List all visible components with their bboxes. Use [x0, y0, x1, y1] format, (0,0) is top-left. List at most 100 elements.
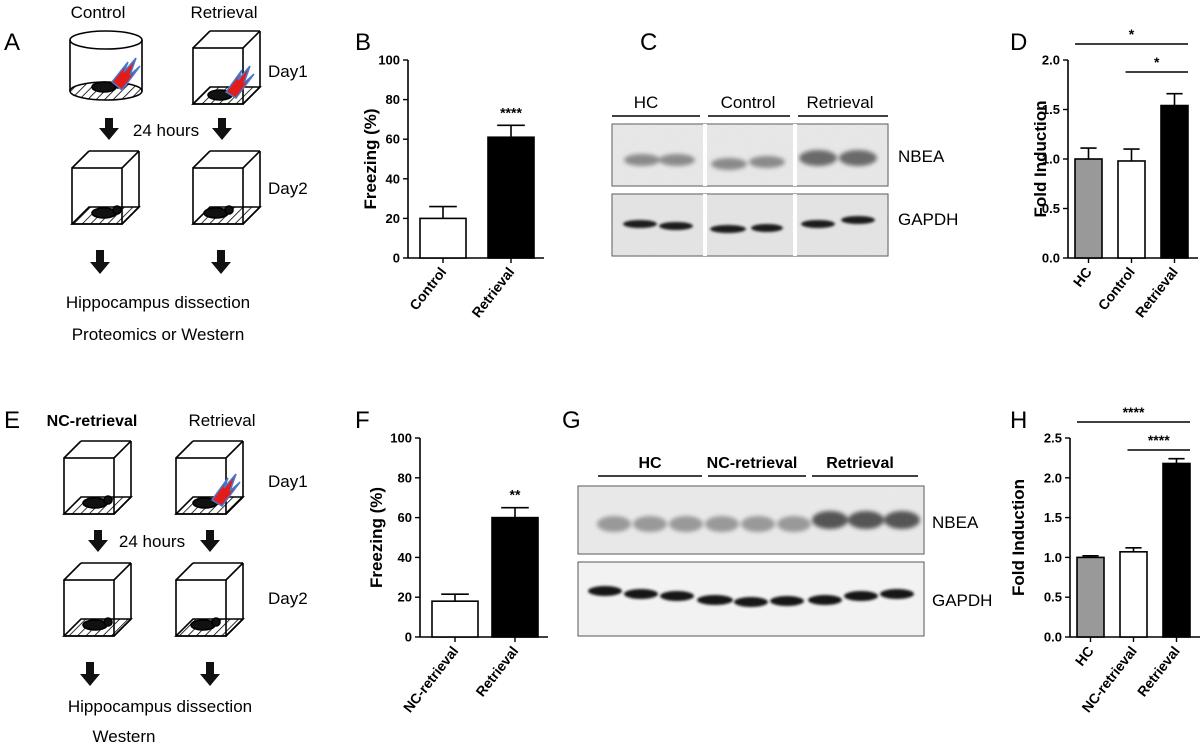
- panel-letter: F: [355, 407, 370, 434]
- lane-headers: HC NC-retrieval Retrieval: [598, 455, 918, 477]
- panel-a: A Control Retrieval Day1: [4, 3, 308, 344]
- y-tick-label: 80: [398, 470, 412, 485]
- panel-e-group-nc-retrieval: NC-retrieval: [47, 413, 138, 430]
- panel-a-step1: Hippocampus dissection: [66, 293, 250, 312]
- x-tick-label: HC: [1072, 643, 1097, 669]
- significance-label: ****: [1148, 432, 1170, 448]
- bar: [1160, 104, 1189, 259]
- bar: [1076, 556, 1105, 638]
- lane-label-retrieval: Retrieval: [826, 455, 894, 472]
- down-arrow-icon: [88, 530, 220, 552]
- y-tick-label: 1.5: [1042, 102, 1060, 117]
- bar: [1117, 160, 1146, 259]
- cube-chamber-icon: [62, 440, 133, 515]
- panel-a-day2: Day2: [268, 179, 308, 198]
- panel-a-letter: A: [4, 29, 20, 56]
- down-arrow-icon: [99, 118, 232, 140]
- y-tick-label: 20: [386, 211, 400, 226]
- panel-e-day1: Day1: [268, 472, 308, 491]
- band-label-nbea: NBEA: [932, 513, 979, 532]
- y-tick-label: 40: [398, 550, 412, 565]
- x-tick-label: NC-retrieval: [400, 643, 461, 715]
- lane-label-retrieval: Retrieval: [806, 93, 873, 112]
- y-tick-label: 100: [378, 53, 400, 68]
- y-tick-label: 2.5: [1044, 431, 1062, 446]
- chart-b: B 0 20 40 60 80 100 Freezing (%) Control Retrieva…: [355, 29, 544, 320]
- bar: [1074, 158, 1103, 259]
- chart-d: D 0.0 0.5 1.0 1.5 2.0 Fold Induction HC ControlR…: [1010, 26, 1198, 320]
- cube-chamber-icon: [191, 150, 262, 225]
- panel-e-letter: E: [4, 407, 20, 434]
- y-tick-label: 2.0: [1042, 53, 1060, 68]
- panel-e-step1: Hippocampus dissection: [68, 697, 252, 716]
- y-tick-label: 1.0: [1042, 152, 1060, 167]
- gapdh-blot: [577, 561, 925, 637]
- panel-a-step2: Proteomics or Western: [72, 325, 245, 344]
- panel-letter: B: [355, 29, 371, 56]
- cube-chamber-icon: [174, 562, 245, 637]
- panel-letter: H: [1010, 407, 1027, 434]
- significance-label: *: [1154, 54, 1160, 70]
- significance-label: *: [1129, 26, 1135, 42]
- x-tick-label: Control: [406, 264, 449, 313]
- down-arrow-icon: [80, 662, 220, 686]
- y-axis-label: Freezing (%): [361, 108, 380, 209]
- panel-a-interval: 24 hours: [133, 121, 199, 140]
- y-tick-label: 100: [390, 431, 412, 446]
- y-tick-label: 40: [386, 171, 400, 186]
- panel-letter: D: [1010, 29, 1027, 56]
- y-tick-label: 80: [386, 92, 400, 107]
- bar: [1162, 462, 1191, 638]
- bar: [419, 217, 467, 259]
- bar: [487, 136, 535, 259]
- y-tick-label: 0: [393, 251, 400, 266]
- x-tick-label: Retrieval: [1132, 264, 1181, 320]
- gapdh-blot: [611, 193, 889, 257]
- y-axis-label: Freezing (%): [367, 487, 386, 588]
- lane-label-control: Control: [721, 93, 776, 112]
- cube-chamber-icon: [70, 150, 141, 225]
- x-tick-label: Retrieval: [1134, 643, 1183, 699]
- panel-g: G HC NC-retrieval Retrieval NBEA: [562, 407, 992, 637]
- y-tick-label: 60: [398, 510, 412, 525]
- y-tick-label: 2.0: [1044, 470, 1062, 485]
- x-tick-label: HC: [1070, 264, 1095, 290]
- y-tick-label: 1.0: [1044, 550, 1062, 565]
- panel-a-day1: Day1: [268, 62, 308, 81]
- down-arrow-icon: [90, 250, 231, 274]
- x-tick-label: Retrieval: [468, 264, 517, 320]
- y-tick-label: 0.0: [1042, 251, 1060, 266]
- significance-label: ****: [500, 104, 522, 120]
- y-tick-label: 1.5: [1044, 510, 1062, 525]
- cube-chamber-icon: [62, 562, 133, 637]
- chart-f: F 0 20 40 60 80 100 Freezing (%) NC-retrieval Ret…: [355, 407, 548, 715]
- panel-c: C HC Control Retrieval NBEA: [611, 29, 958, 257]
- y-axis-label: Fold Induction: [1031, 100, 1050, 217]
- nbea-blot: [611, 123, 889, 187]
- y-axis-label: Fold Induction: [1009, 479, 1028, 596]
- y-tick-label: 0: [405, 630, 412, 645]
- x-tick-label: Retrieval: [472, 643, 521, 699]
- band-label-gapdh: GAPDH: [932, 591, 992, 610]
- shock-icon: [110, 57, 141, 92]
- y-tick-label: 60: [386, 132, 400, 147]
- significance-label: ****: [1123, 404, 1145, 420]
- lane-label-hc: HC: [634, 93, 659, 112]
- nbea-blot: [577, 485, 925, 555]
- panel-c-letter: C: [640, 29, 657, 56]
- band-label-gapdh: GAPDH: [898, 210, 958, 229]
- lane-label-hc: HC: [638, 455, 662, 472]
- panel-e: E NC-retrieval Retrieval Day1 24 hours: [4, 407, 308, 746]
- bar: [1119, 551, 1148, 638]
- panel-e-day2: Day2: [268, 589, 308, 608]
- y-tick-label: 0.0: [1044, 630, 1062, 645]
- panel-e-group-retrieval: Retrieval: [188, 411, 255, 430]
- panel-a-group-control: Control: [71, 3, 126, 22]
- y-tick-label: 0.5: [1044, 590, 1062, 605]
- panel-g-letter: G: [562, 407, 581, 434]
- panel-e-interval: 24 hours: [119, 532, 185, 551]
- lane-headers: HC Control Retrieval: [612, 93, 888, 117]
- panel-e-step2: Western: [93, 727, 156, 746]
